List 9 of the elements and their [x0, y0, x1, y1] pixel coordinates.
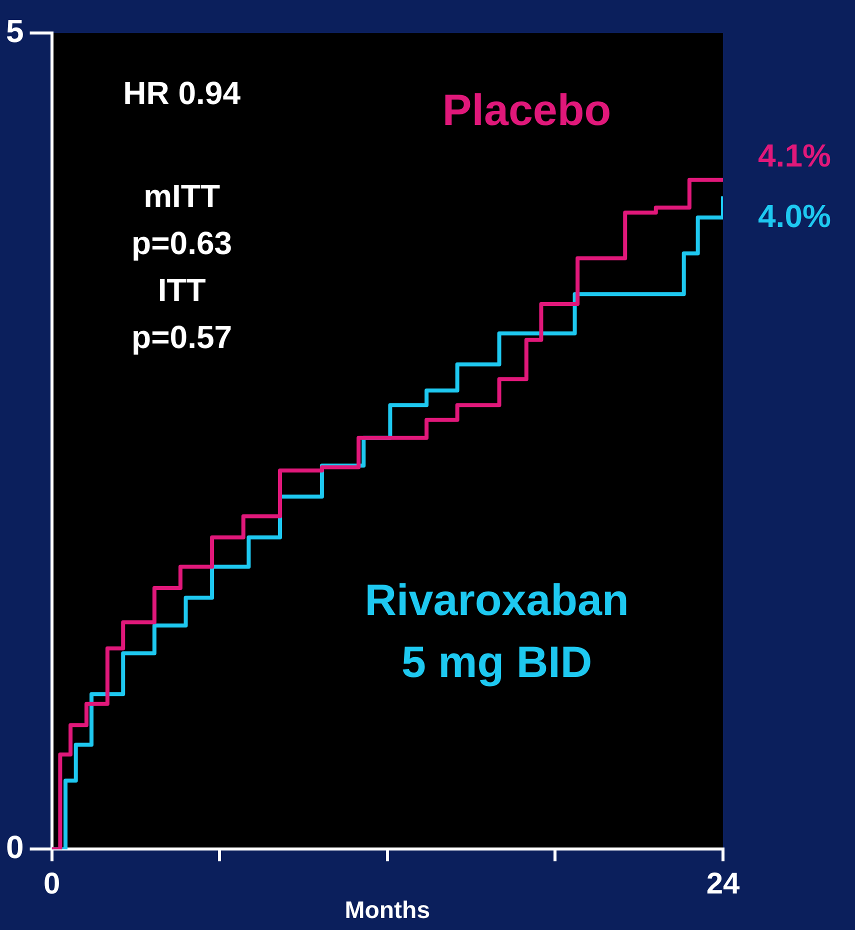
- y-tick-label: 5: [6, 12, 24, 49]
- x-tick-label: 24: [706, 867, 740, 900]
- annotation: 4.1%: [758, 138, 831, 174]
- annotation: HR 0.94: [123, 74, 241, 111]
- annotation: mITT p=0.63 ITT p=0.57: [132, 178, 232, 355]
- text: Rivaroxaban 5 mg BID: [364, 576, 629, 688]
- series-label: Placebo: [442, 86, 612, 136]
- x-axis-title: Months: [344, 897, 430, 924]
- annotation: 4.0%: [758, 198, 831, 234]
